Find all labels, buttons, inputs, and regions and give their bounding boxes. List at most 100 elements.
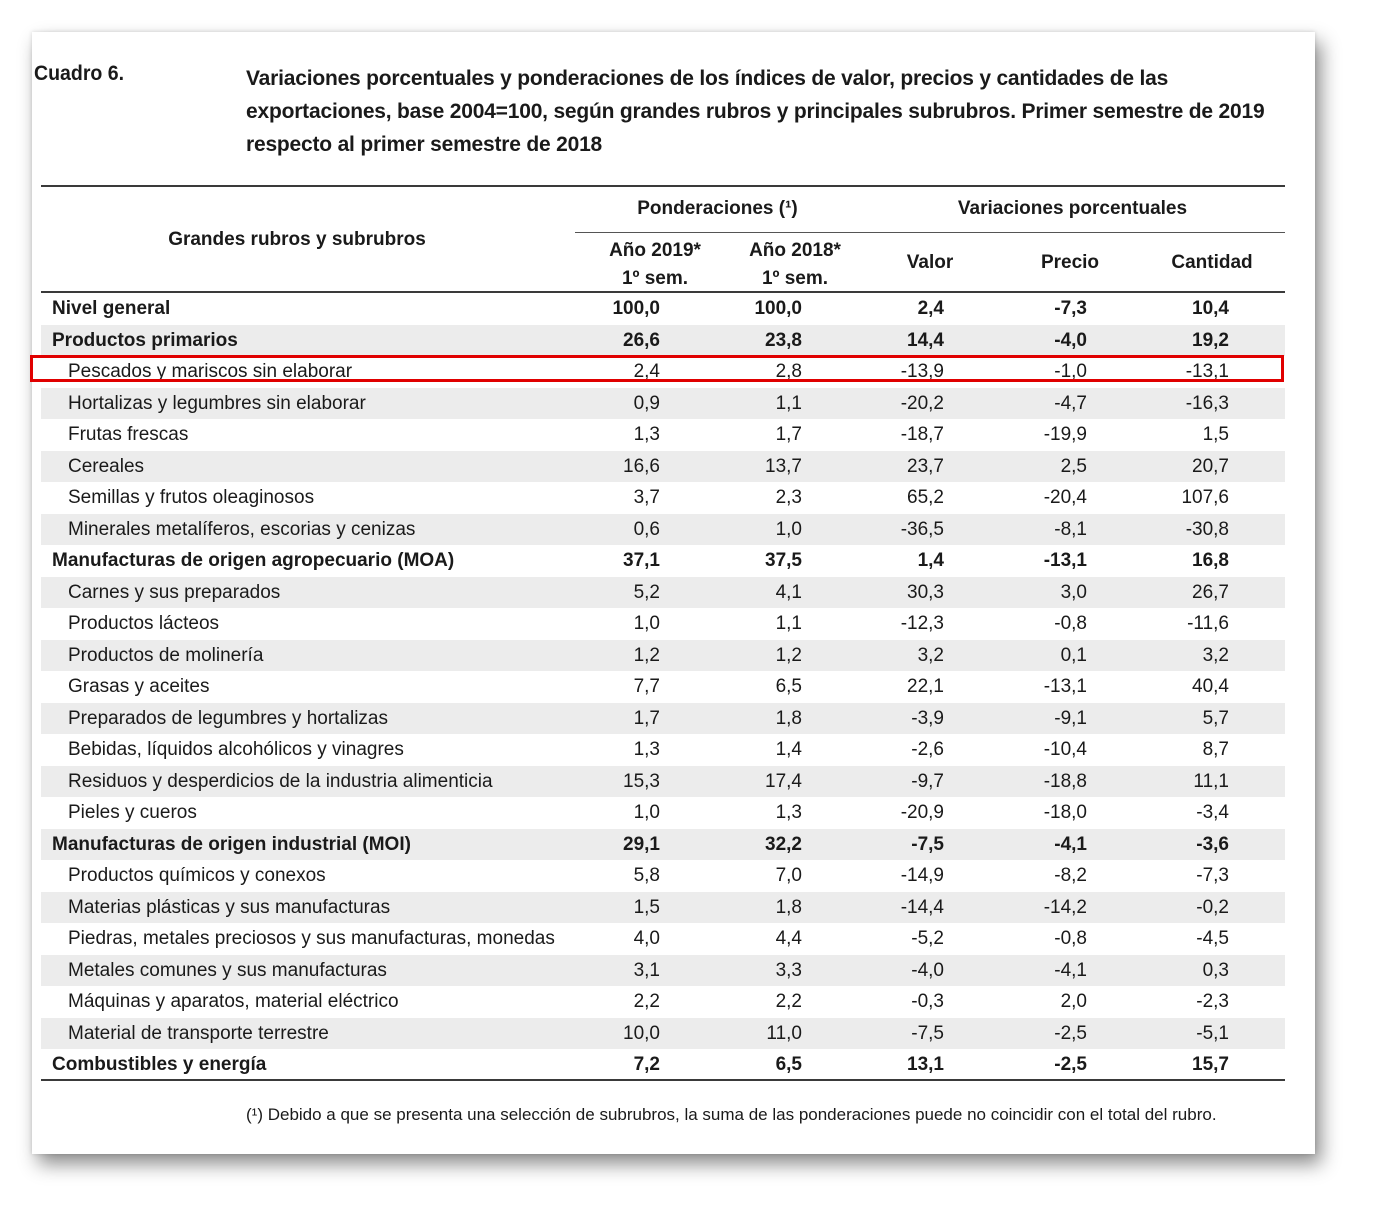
cell-precio: -14,2 xyxy=(1043,896,1087,918)
cell-precio: -10,4 xyxy=(1043,739,1087,760)
cell-precio: 2,5 xyxy=(1060,455,1087,477)
footnote: (¹) Debido a que se presenta una selecci… xyxy=(246,1105,1217,1124)
cell-valor: -18,7 xyxy=(900,424,944,445)
cell-precio: 0,1 xyxy=(1060,644,1087,666)
cell-valor: -2,6 xyxy=(911,739,944,760)
cell-ponderacion-2019: 10,0 xyxy=(623,1022,660,1044)
cell-cantidad: 10,4 xyxy=(1192,298,1229,319)
cell-ponderacion-2019: 7,7 xyxy=(633,676,660,697)
cell-precio: -9,1 xyxy=(1054,707,1087,729)
table-row: Productos de molinería 1,2 1,2 3,2 0,1 3,2 xyxy=(41,639,1285,671)
cell-precio: -4,1 xyxy=(1054,959,1087,981)
table-row: Productos primarios 26,6 23,8 14,4 -4,0 19,2 xyxy=(41,324,1285,356)
cell-valor: -14,9 xyxy=(900,865,944,886)
cell-cantidad: 5,7 xyxy=(1202,707,1229,729)
cell-ponderacion-2019: 5,8 xyxy=(633,865,660,886)
cell-valor: 23,7 xyxy=(907,455,944,477)
cell-ponderacion-2018: 1,1 xyxy=(775,392,802,414)
cell-precio: 2,0 xyxy=(1060,991,1087,1012)
cell-ponderacion-2018: 100,0 xyxy=(754,298,802,319)
table-row: Cereales 16,6 13,7 23,7 2,5 20,7 xyxy=(41,450,1285,482)
table-row: Máquinas y aparatos, material eléctrico 2… xyxy=(41,986,1285,1018)
cell-valor: -0,3 xyxy=(911,991,944,1012)
cell-cantidad: -13,1 xyxy=(1185,361,1229,382)
row-label: Piedras, metales preciosos y sus manufac… xyxy=(68,928,555,949)
row-label: Productos químicos y conexos xyxy=(68,865,326,886)
cell-cantidad: 15,7 xyxy=(1192,1054,1229,1075)
cell-cantidad: 107,6 xyxy=(1181,487,1229,508)
cell-valor: 3,2 xyxy=(917,644,944,666)
cell-valor: -20,9 xyxy=(900,802,944,823)
header-bottom-rule xyxy=(41,291,1285,293)
cell-valor: 2,4 xyxy=(917,298,944,319)
table-row: Hortalizas y legumbres sin elaborar 0,9 1,… xyxy=(41,387,1285,419)
header-cantidad: Cantidad xyxy=(1171,252,1253,273)
table-row: Materias plásticas y sus manufacturas 1,5… xyxy=(41,891,1285,923)
table-row: Residuos y desperdicios de la industria … xyxy=(41,765,1285,797)
cell-ponderacion-2019: 3,1 xyxy=(633,959,660,981)
header-valor: Valor xyxy=(906,252,954,273)
cell-precio: -7,3 xyxy=(1054,298,1087,319)
cell-cantidad: 26,7 xyxy=(1192,581,1229,603)
cell-ponderacion-2018: 6,5 xyxy=(775,676,802,697)
cell-ponderacion-2019: 16,6 xyxy=(623,455,660,477)
cell-ponderacion-2018: 1,3 xyxy=(775,802,802,823)
table-caption-title: Variaciones porcentuales y ponderaciones… xyxy=(246,67,1265,156)
cell-cantidad: -5,1 xyxy=(1196,1022,1229,1044)
document-page: Cuadro 6. Variaciones porcentuales y pon… xyxy=(30,32,1315,1154)
cell-cantidad: -16,3 xyxy=(1185,392,1229,414)
cell-precio: -8,1 xyxy=(1054,518,1087,540)
cell-ponderacion-2019: 29,1 xyxy=(623,833,660,855)
cell-cantidad: 16,8 xyxy=(1192,550,1229,571)
row-label: Minerales metalíferos, escorias y ceniza… xyxy=(68,518,416,540)
cell-cantidad: -30,8 xyxy=(1185,518,1229,540)
header-anio-2018: Año 2018* 1º sem. xyxy=(725,237,865,293)
cell-precio: -18,8 xyxy=(1043,770,1087,792)
cell-precio: -18,0 xyxy=(1043,802,1087,823)
table-row: Piedras, metales preciosos y sus manufac… xyxy=(41,923,1285,955)
cell-ponderacion-2019: 1,7 xyxy=(633,707,660,729)
cell-ponderacion-2018: 1,8 xyxy=(775,896,802,918)
cell-valor: 1,4 xyxy=(917,550,944,571)
row-label: Productos de molinería xyxy=(68,644,264,666)
cell-ponderacion-2019: 1,2 xyxy=(633,644,660,666)
row-label: Residuos y desperdicios de la industria … xyxy=(68,770,493,792)
cell-ponderacion-2019: 100,0 xyxy=(612,298,660,319)
cell-cantidad: -0,2 xyxy=(1196,896,1229,918)
cell-valor: -7,5 xyxy=(911,1022,944,1044)
cell-ponderacion-2018: 1,0 xyxy=(775,518,802,540)
table-row: Frutas frescas 1,3 1,7 -18,7 -19,9 1,5 xyxy=(41,419,1285,451)
cell-cantidad: -7,3 xyxy=(1196,865,1229,886)
table-row: Pescados y mariscos sin elaborar 2,4 2,8 -1… xyxy=(41,356,1285,388)
table-row: Productos químicos y conexos 5,8 7,0 -14,9 -… xyxy=(41,860,1285,892)
cell-ponderacion-2019: 0,6 xyxy=(633,518,660,540)
cell-valor: -13,9 xyxy=(900,361,944,382)
table-row: Metales comunes y sus manufacturas 3,1 3,3… xyxy=(41,954,1285,986)
cell-valor: -5,2 xyxy=(911,928,944,949)
cell-precio: -2,5 xyxy=(1054,1054,1087,1075)
row-label: Grasas y aceites xyxy=(68,676,210,697)
table-row: Minerales metalíferos, escorias y ceniza… xyxy=(41,513,1285,545)
table-body: Nivel general 100,0 100,0 2,4 -7,3 10,4 Produc… xyxy=(41,293,1285,1081)
row-label: Carnes y sus preparados xyxy=(68,581,281,603)
row-label: Combustibles y energía xyxy=(52,1054,267,1075)
cell-ponderacion-2018: 6,5 xyxy=(775,1054,802,1075)
row-label: Cereales xyxy=(68,455,145,477)
header-anio-2019-sub: 1º sem. xyxy=(621,268,689,289)
row-label: Manufacturas de origen industrial (MOI) xyxy=(52,833,411,855)
cell-ponderacion-2019: 3,7 xyxy=(633,487,660,508)
cell-ponderacion-2019: 1,5 xyxy=(633,896,660,918)
table-row: Semillas y frutos oleaginosos 3,7 2,3 65,2 -… xyxy=(41,482,1285,514)
row-label: Bebidas, líquidos alcohólicos y vinagres xyxy=(68,739,404,760)
cell-valor: -20,2 xyxy=(900,392,944,414)
cell-ponderacion-2019: 37,1 xyxy=(623,550,660,571)
cell-valor: -36,5 xyxy=(900,518,944,540)
cell-ponderacion-2018: 2,2 xyxy=(775,991,802,1012)
table-row: Preparados de legumbres y hortalizas 1,7 1… xyxy=(41,702,1285,734)
row-label: Frutas frescas xyxy=(68,424,189,445)
row-label: Pieles y cueros xyxy=(68,802,197,823)
header-rubros: Grandes rubros y subrubros xyxy=(168,229,426,250)
cell-cantidad: 0,3 xyxy=(1202,959,1229,981)
cell-valor: -9,7 xyxy=(911,770,944,792)
row-label: Hortalizas y legumbres sin elaborar xyxy=(68,392,366,414)
